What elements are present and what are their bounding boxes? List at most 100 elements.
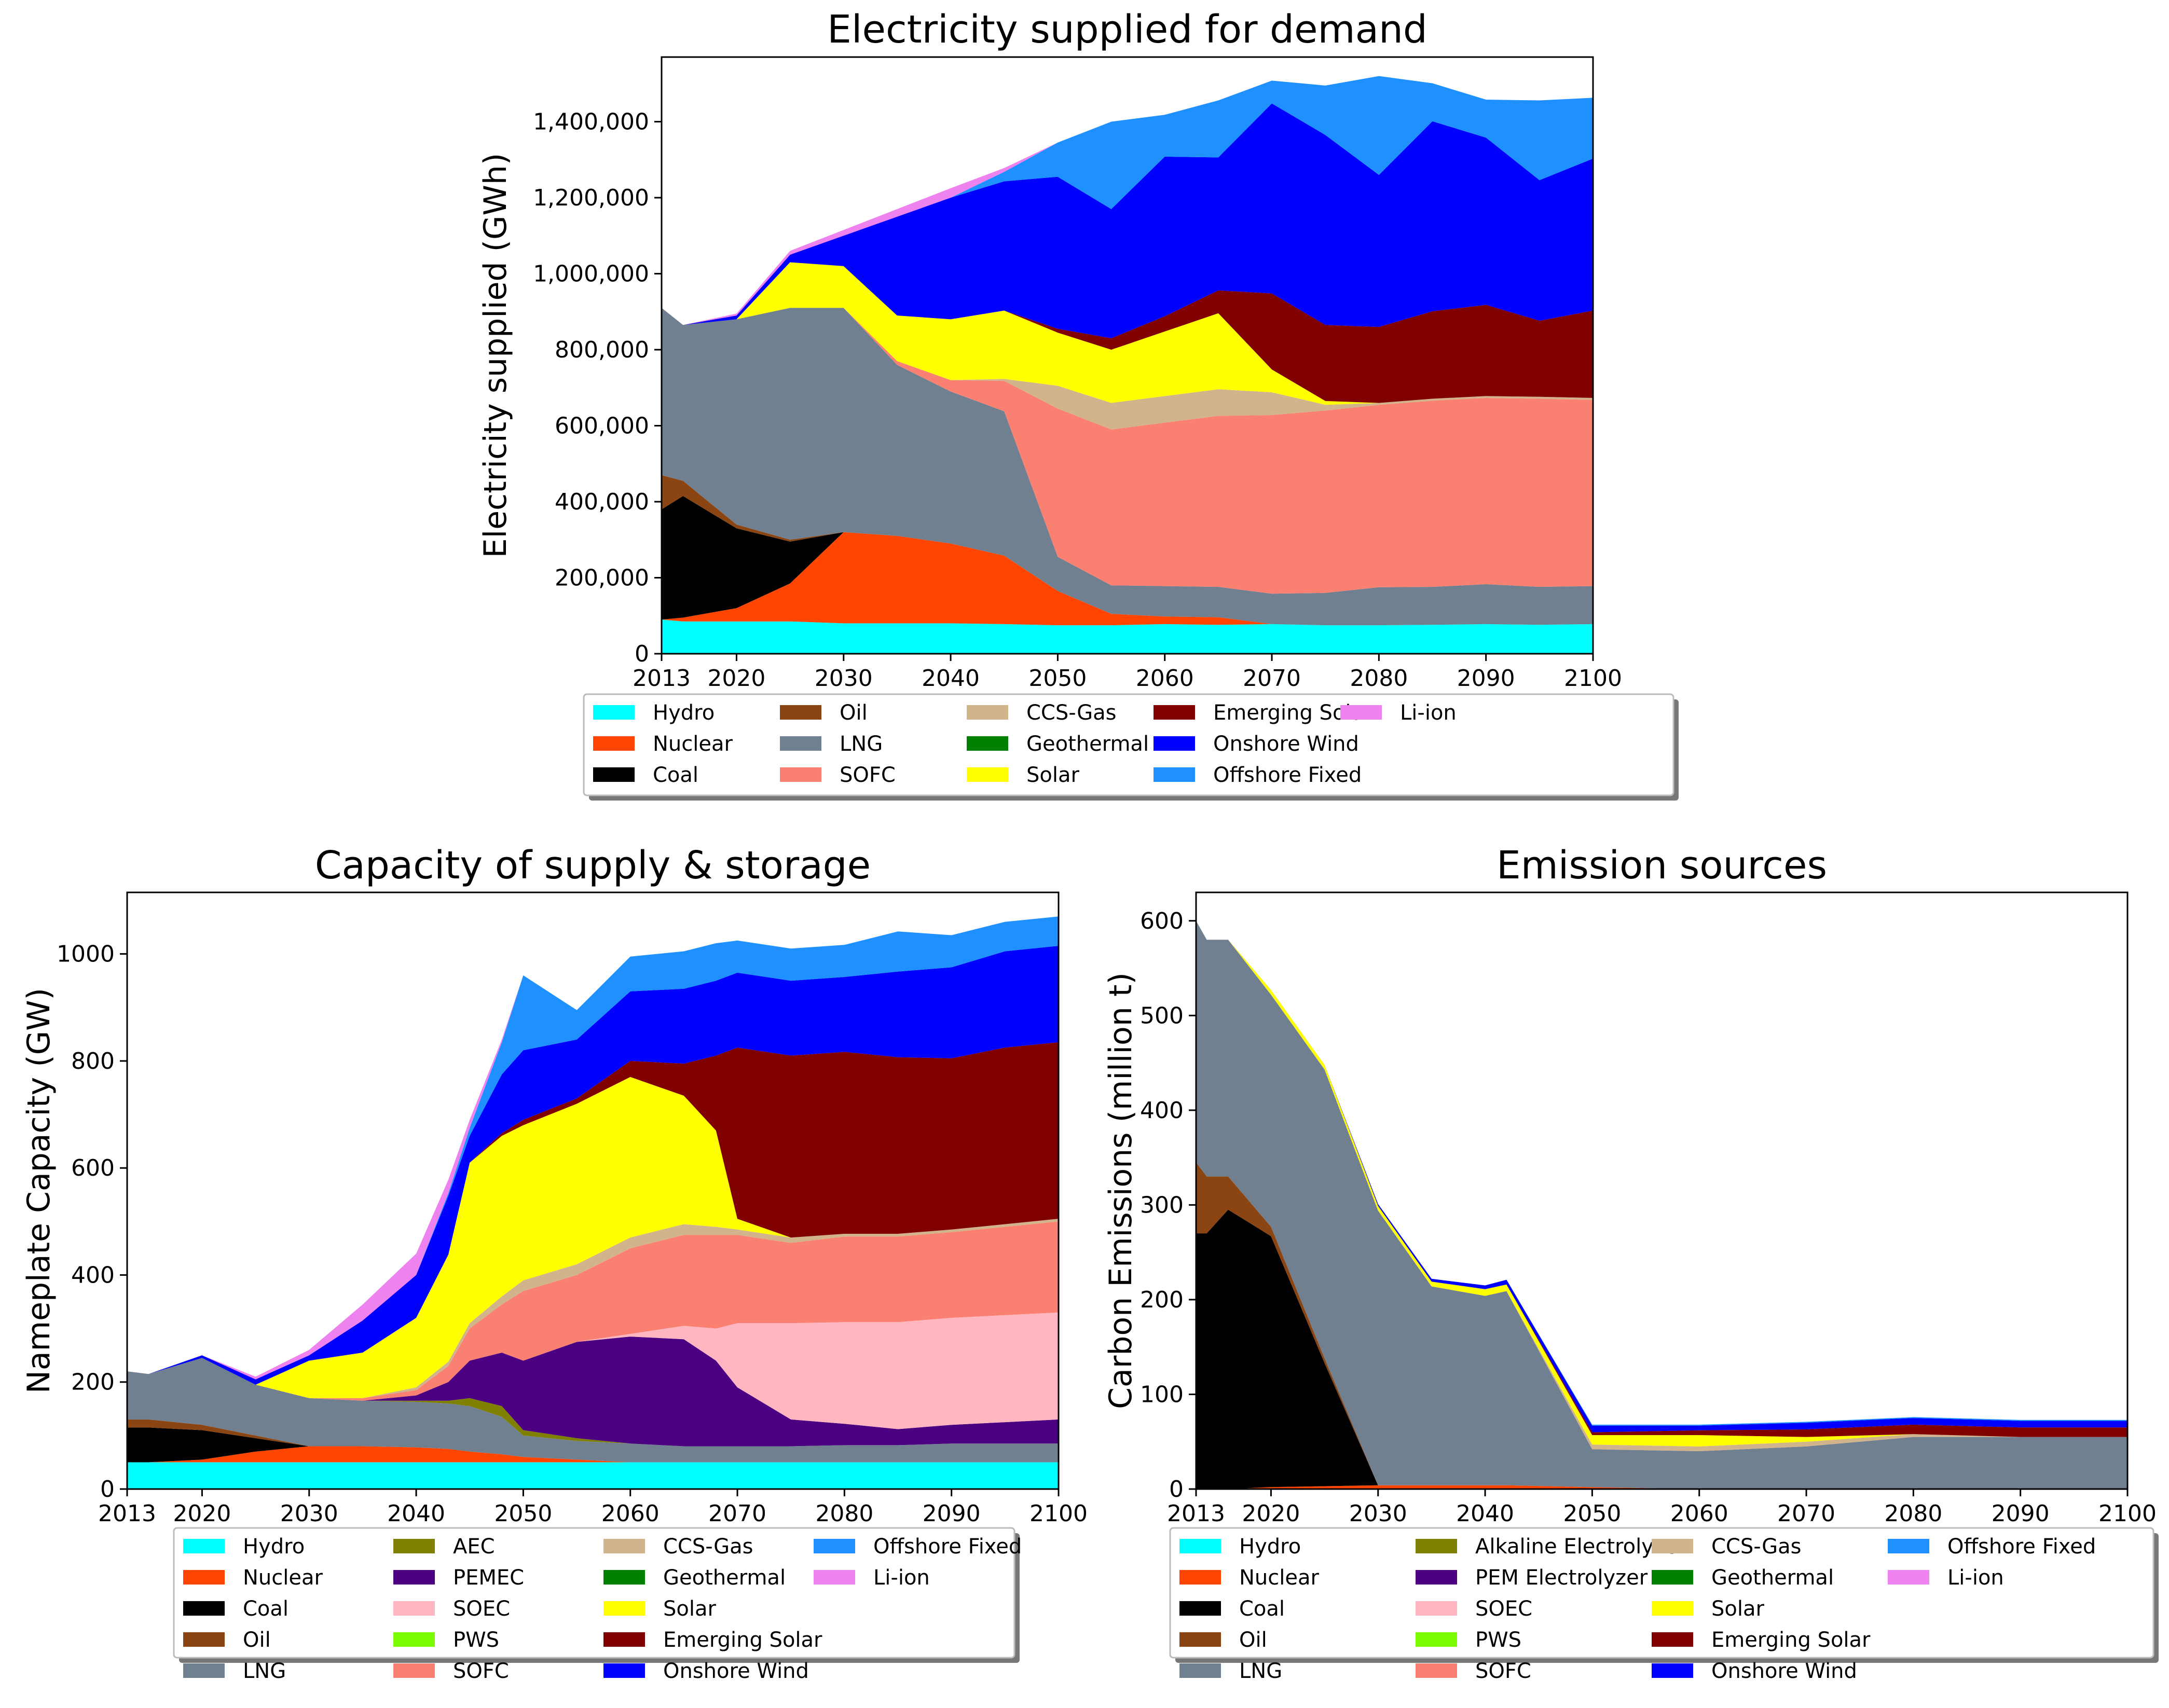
legend-label: Coal: [653, 763, 698, 787]
legend-item-pemec: PEMEC: [393, 1566, 524, 1590]
legend-item-offshore-fixed: Offshore Fixed: [814, 1535, 1022, 1559]
plot-frame: [1195, 891, 2129, 1490]
x-tick-label: 2013: [1167, 1500, 1225, 1527]
y-axis-label: Carbon Emissions (million t): [1103, 972, 1139, 1409]
legend-label: Offshore Fixed: [1947, 1535, 2096, 1559]
stacked-areas: [127, 916, 1059, 1489]
legend-item-solar: Solar: [603, 1597, 716, 1621]
x-tick-label: 2080: [815, 1500, 873, 1527]
plot-frame: [661, 56, 1594, 655]
x-tick-label: 2060: [1136, 665, 1194, 692]
legend-item-oil: Oil: [1179, 1628, 1267, 1652]
legend-box: [173, 1527, 1015, 1659]
legend-label: Offshore Fixed: [873, 1535, 1022, 1559]
legend-item-li-ion: Li-ion: [1340, 701, 1457, 725]
legend-swatch: [1888, 1539, 1929, 1553]
legend-swatch: [1416, 1601, 1457, 1616]
emissions-chart: Emission sources Carbon Emissions (millio…: [1103, 843, 2159, 1683]
legend-label: Solar: [1026, 763, 1079, 787]
legend-label: Hydro: [653, 701, 715, 725]
x-tick-label: 2050: [494, 1500, 552, 1527]
legend-label: PEMEC: [453, 1566, 524, 1590]
legend-item-coal: Coal: [1179, 1597, 1285, 1621]
x-tick-label: 2060: [1670, 1500, 1728, 1527]
legend-swatch: [1179, 1601, 1221, 1616]
legend-swatch: [603, 1632, 645, 1647]
area-offshore-fixed: [127, 916, 1059, 1380]
area-sofc: [662, 308, 1593, 594]
area-solar: [127, 1077, 1059, 1398]
legend-label: Li-ion: [1400, 701, 1457, 725]
legend-label: AEC: [453, 1535, 495, 1559]
area-solar: [662, 262, 1593, 405]
legend-swatch: [1340, 705, 1382, 720]
legend-label: Geothermal: [1711, 1566, 1834, 1590]
legend-swatch: [393, 1539, 435, 1553]
legend-swatch: [593, 705, 635, 720]
x-tick-label: 2100: [2098, 1500, 2157, 1527]
legend-swatch: [1416, 1570, 1457, 1585]
legend-label: SOEC: [1475, 1597, 1532, 1621]
x-tick-label: 2090: [1457, 665, 1515, 692]
y-tick-label: 1,000,000: [533, 261, 649, 287]
legend-swatch: [780, 736, 821, 751]
legend-item-solar: Solar: [1652, 1597, 1764, 1621]
legend-label: Alkaline Electrolyzer: [1475, 1535, 1686, 1559]
legend-item-onshore-wind: Onshore Wind: [603, 1659, 809, 1683]
legend-item-geothermal: Geothermal: [1652, 1566, 1834, 1590]
x-tick-label: 2020: [707, 665, 765, 692]
legend-item-pws: PWS: [1416, 1628, 1521, 1652]
legend-label: Onshore Wind: [1711, 1659, 1857, 1683]
y-tick-label: 600,000: [555, 413, 649, 439]
legend-item-geothermal: Geothermal: [967, 732, 1149, 756]
y-tick-label: 500: [1140, 1002, 1184, 1029]
legend-label: Hydro: [1239, 1535, 1301, 1559]
y-tick-label: 1000: [57, 941, 115, 968]
legend-label: LNG: [840, 732, 883, 756]
y-tick-label: 800,000: [555, 337, 649, 363]
legend-label: CCS-Gas: [1026, 701, 1117, 725]
legend-swatch: [183, 1663, 225, 1678]
x-tick-label: 2100: [1564, 665, 1622, 692]
legend-swatch: [780, 767, 821, 782]
legend-item-geothermal: Geothermal: [603, 1566, 786, 1590]
legend-swatch: [603, 1663, 645, 1678]
legend-swatch: [1154, 767, 1195, 782]
area-lng: [1196, 920, 2127, 1489]
plot-frame: [126, 891, 1060, 1490]
legend-swatch: [593, 736, 635, 751]
x-tick-label: 2013: [98, 1500, 156, 1527]
y-tick-label: 800: [71, 1048, 115, 1075]
x-tick-label: 2020: [173, 1500, 231, 1527]
legend-swatch: [967, 705, 1008, 720]
legend-label: Onshore Wind: [663, 1659, 809, 1683]
legend-label: Nuclear: [243, 1566, 323, 1590]
x-tick-label: 2013: [633, 665, 691, 692]
legend-label: Solar: [1711, 1597, 1764, 1621]
legend-box: [1169, 1527, 2154, 1659]
legend-item-offshore-fixed: Offshore Fixed: [1154, 763, 1362, 787]
chart-title: Emission sources: [1497, 843, 1827, 888]
legend-item-emerging-solar: Emerging Solar: [1652, 1628, 1871, 1652]
legend-label: PWS: [453, 1628, 499, 1652]
legend-swatch: [1888, 1570, 1929, 1585]
area-lng: [127, 1358, 1059, 1463]
legend-box: [583, 693, 1674, 796]
y-tick-label: 1,400,000: [533, 109, 649, 135]
legend-item-emerging-solar: Emerging Solar: [603, 1628, 822, 1652]
legend-swatch: [393, 1570, 435, 1585]
legend-label: Coal: [243, 1597, 289, 1621]
legend-label: Emerging Solar: [663, 1628, 822, 1652]
legend-item-ccs-gas: CCS-Gas: [603, 1535, 753, 1559]
legend-swatch: [393, 1601, 435, 1616]
x-tick-label: 2040: [1456, 1500, 1514, 1527]
y-tick-label: 200: [1140, 1287, 1184, 1313]
legend-swatch: [967, 767, 1008, 782]
x-tick-label: 2090: [1992, 1500, 2050, 1527]
legend-swatch: [967, 736, 1008, 751]
x-tick-label: 2070: [708, 1500, 766, 1527]
legend-item-sofc: SOFC: [780, 763, 896, 787]
legend-item-ccs-gas: CCS-Gas: [1652, 1535, 1802, 1559]
legend-item-soec: SOEC: [393, 1597, 510, 1621]
